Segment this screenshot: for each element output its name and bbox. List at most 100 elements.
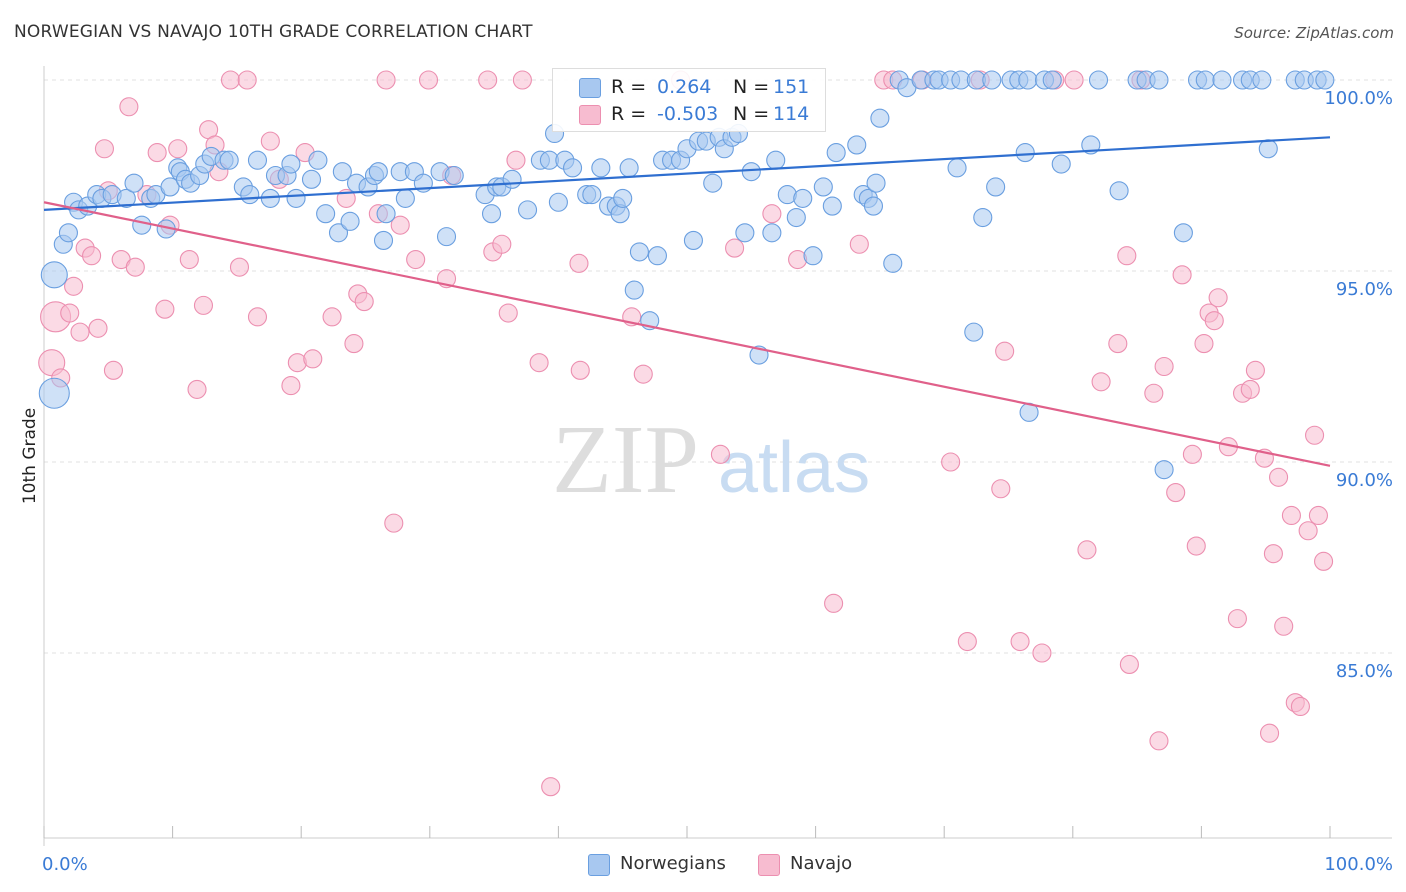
navajo-point (941, 452, 961, 472)
norwegian-point (219, 150, 239, 170)
norwegian-point (964, 322, 984, 342)
r-label: R = (611, 76, 647, 98)
norwegian-point (316, 204, 336, 224)
norwegian-point (38, 377, 70, 409)
norwegian-point (863, 196, 884, 216)
navajo-point (237, 70, 257, 90)
navajo-point (168, 139, 188, 159)
norwegian-point (1042, 70, 1062, 90)
navajo-point (1245, 360, 1265, 380)
navajo-point (1305, 425, 1325, 445)
norwegian-point (624, 280, 644, 300)
norwegian-point (1154, 460, 1174, 480)
norwegian-point (613, 188, 633, 208)
navajo-point (1010, 631, 1030, 652)
norwegian-point (124, 173, 144, 193)
norwegian-point (1015, 143, 1035, 163)
navajo-point (1154, 356, 1174, 377)
navajo-point (418, 70, 439, 90)
norwegian-point (582, 185, 602, 205)
navajo-point (725, 238, 745, 258)
norwegian-point (240, 185, 260, 205)
navajo-point (478, 70, 498, 90)
blue-swatch (588, 854, 610, 876)
navajo-point (1149, 731, 1169, 751)
navajo-point (179, 249, 199, 270)
navajo-point (1194, 334, 1214, 354)
navajo-point (633, 364, 653, 384)
norwegian-point (1173, 223, 1193, 243)
navajo-point (229, 257, 250, 277)
navajo-point (384, 513, 404, 533)
y-tick-label: 85.0% (1336, 661, 1393, 682)
navajo-point (354, 292, 374, 312)
navajo-point (82, 246, 102, 266)
navajo-trend-line (43, 201, 1331, 467)
navajo-point (506, 150, 526, 170)
gridlines (44, 79, 1392, 654)
navajo-point (1269, 467, 1289, 487)
norwegian-point (436, 227, 457, 247)
n-value: 114 (773, 103, 810, 125)
norwegian-point (847, 135, 867, 155)
navajo-point (1274, 616, 1294, 636)
watermark-atlas: atlas (718, 428, 870, 508)
navajo-point (762, 204, 782, 224)
norwegian-point (883, 253, 903, 273)
norwegian-point (766, 150, 786, 170)
norwegian-point (376, 204, 396, 224)
norwegian-point (1088, 70, 1109, 90)
navajo-point (103, 360, 123, 380)
navajo-point (1204, 311, 1224, 331)
chart-title: NORWEGIAN VS NAVAJO 10TH GRADE CORRELATI… (14, 22, 533, 42)
navajo-point (1144, 383, 1164, 403)
norwegian-point (160, 177, 180, 197)
norwegian-point (301, 169, 322, 189)
legend-label: Navajo (790, 853, 853, 874)
navajo-point (1298, 521, 1318, 541)
norwegian-point (1149, 70, 1169, 90)
norwegian-point (1195, 70, 1215, 90)
navajo-point (390, 215, 410, 235)
x-tick-label: 0.0% (42, 854, 88, 875)
norwegian-point (481, 204, 502, 224)
norwegian-point (866, 173, 886, 193)
r-label: R = (611, 103, 647, 125)
norwegian-point (328, 223, 349, 243)
navajo-point (824, 593, 844, 613)
navajo-point (957, 631, 977, 652)
navajo-point (1240, 379, 1260, 399)
navajo-point (193, 295, 214, 315)
norwegian-point (982, 70, 1002, 90)
navajo-point (849, 234, 869, 254)
navajo-point (187, 379, 207, 399)
norwegian-point (735, 223, 755, 243)
norwegian-point (973, 207, 993, 228)
norwegian-point (793, 188, 813, 208)
norwegian-point (332, 162, 352, 182)
navajo-point (1186, 536, 1206, 556)
r-value: 0.264 (657, 76, 712, 98)
navajo-point (995, 341, 1015, 361)
navajo-point (1182, 444, 1202, 464)
norwegian-point (619, 158, 639, 178)
norwegian-point (870, 108, 890, 128)
x-tick-label: 100.0% (1324, 854, 1393, 875)
source-label: Source: ZipAtlas.com (1234, 24, 1394, 42)
navajo-point (220, 70, 241, 90)
navajo-point (529, 353, 549, 373)
watermark-zip: ZIP (552, 406, 699, 514)
navajo-point (376, 70, 396, 90)
blue-swatch (579, 78, 601, 98)
norwegian-point (286, 188, 306, 208)
norwegian-point (116, 188, 136, 208)
n-value: 151 (773, 76, 810, 98)
norwegian-point (947, 158, 967, 178)
navajo-point (1117, 246, 1137, 266)
norwegian-point (40, 261, 68, 289)
navajo-point (303, 349, 323, 369)
norwegian-point (803, 246, 823, 266)
norwegian-point (591, 158, 611, 178)
norwegian-point (340, 211, 360, 231)
norwegian-point (683, 230, 703, 250)
